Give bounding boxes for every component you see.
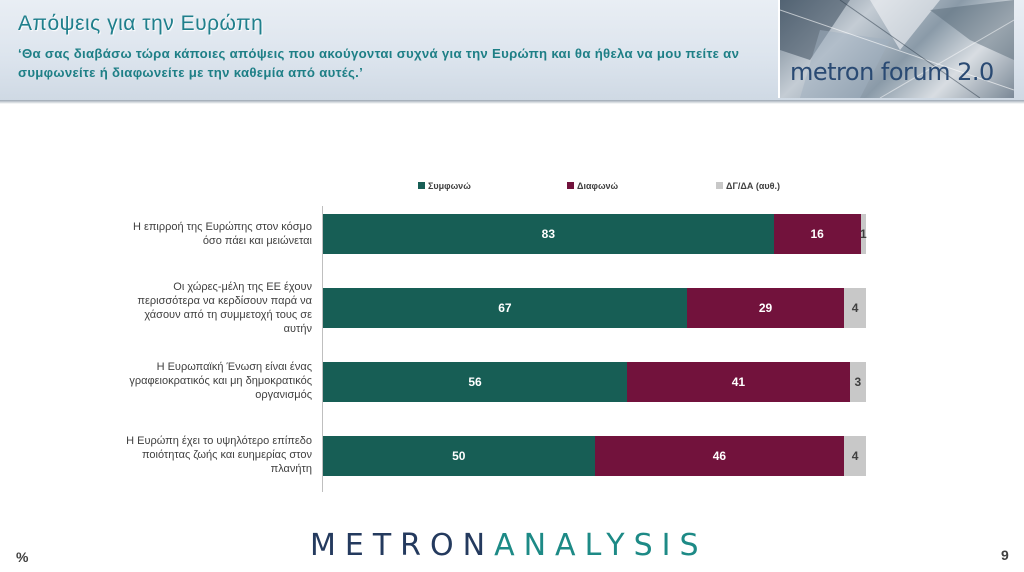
legend-item-dk-na: ΔΓ/ΔΑ (αυθ.) bbox=[716, 181, 780, 191]
bar-dk-na-4: 4 bbox=[844, 436, 866, 476]
logo-background-art bbox=[780, 0, 1014, 98]
page-subtitle: ‘Θα σας διαβάσω τώρα κάποιες απόψεις που… bbox=[18, 46, 740, 80]
forum-logo-image: metron forum 2.0 bbox=[778, 0, 1014, 98]
data-label-dk-na-4: 4 bbox=[851, 449, 859, 463]
page-title: Απόψεις για την Ευρώπη bbox=[18, 12, 264, 35]
unit-mark: % bbox=[16, 549, 29, 565]
data-label-disagree-3: 41 bbox=[731, 375, 746, 389]
category-label-3: Η Ευρωπαϊκή Ένωση είναι ένας γραφειοκρατ… bbox=[129, 361, 312, 401]
header-divider bbox=[0, 100, 1024, 104]
bar-agree-1: 83 bbox=[323, 214, 774, 254]
bar-disagree-1: 16 bbox=[773, 214, 861, 254]
bar-agree-2: 67 bbox=[323, 288, 687, 328]
bar-disagree-2: 29 bbox=[686, 288, 845, 328]
data-label-dk-na-3: 3 bbox=[854, 375, 862, 389]
legend-swatch-agree bbox=[418, 182, 425, 189]
legend-label-dk-na: ΔΓ/ΔΑ (αυθ.) bbox=[726, 181, 780, 191]
bar-disagree-3: 41 bbox=[627, 362, 850, 402]
data-label-agree-2: 67 bbox=[498, 301, 512, 315]
category-label-1: Η επιρροή της Ευρώπης στον κόσμο όσο πάε… bbox=[132, 221, 312, 247]
data-label-dk-na-2: 4 bbox=[851, 301, 859, 315]
legend-item-agree: Συμφωνώ bbox=[418, 181, 471, 191]
data-label-disagree-2: 29 bbox=[758, 301, 773, 315]
data-label-dk-na-1: 1 bbox=[859, 227, 867, 241]
legend-label-disagree: Διαφωνώ bbox=[577, 181, 619, 191]
bar-dk-na-1: 1 bbox=[859, 214, 867, 254]
bar-dk-na-3: 3 bbox=[849, 362, 866, 402]
bar-agree-3: 56 bbox=[323, 362, 628, 402]
bar-disagree-4: 46 bbox=[594, 436, 845, 476]
metron-analysis-logo: METRONANALYSIS bbox=[310, 528, 708, 563]
data-label-disagree-1: 16 bbox=[810, 227, 824, 241]
bar-dk-na-2: 4 bbox=[844, 288, 866, 328]
legend-swatch-dk-na bbox=[716, 182, 723, 189]
bar-agree-4: 50 bbox=[323, 436, 595, 476]
brand-analysis: ANALYSIS bbox=[494, 528, 708, 563]
page-number: 9 bbox=[1001, 547, 1009, 563]
brand-metron: METRON bbox=[310, 528, 495, 563]
legend-swatch-disagree bbox=[567, 182, 574, 189]
legend-item-disagree: Διαφωνώ bbox=[567, 181, 618, 191]
chart-axis-line bbox=[322, 206, 323, 492]
forum-logo-text: metron forum 2.0 bbox=[790, 58, 994, 86]
data-label-agree-4: 50 bbox=[452, 449, 466, 463]
category-label-2: Οι χώρες-μέλη της ΕΕ έχουν περισσότερα ν… bbox=[137, 281, 312, 335]
data-label-agree-3: 56 bbox=[468, 375, 482, 389]
category-label-4: Η Ευρώπη έχει το υψηλότερο επίπεδο ποιότ… bbox=[126, 435, 312, 475]
legend-label-agree: Συμφωνώ bbox=[428, 181, 471, 191]
data-label-disagree-4: 46 bbox=[712, 449, 727, 463]
data-label-agree-1: 83 bbox=[541, 227, 556, 241]
